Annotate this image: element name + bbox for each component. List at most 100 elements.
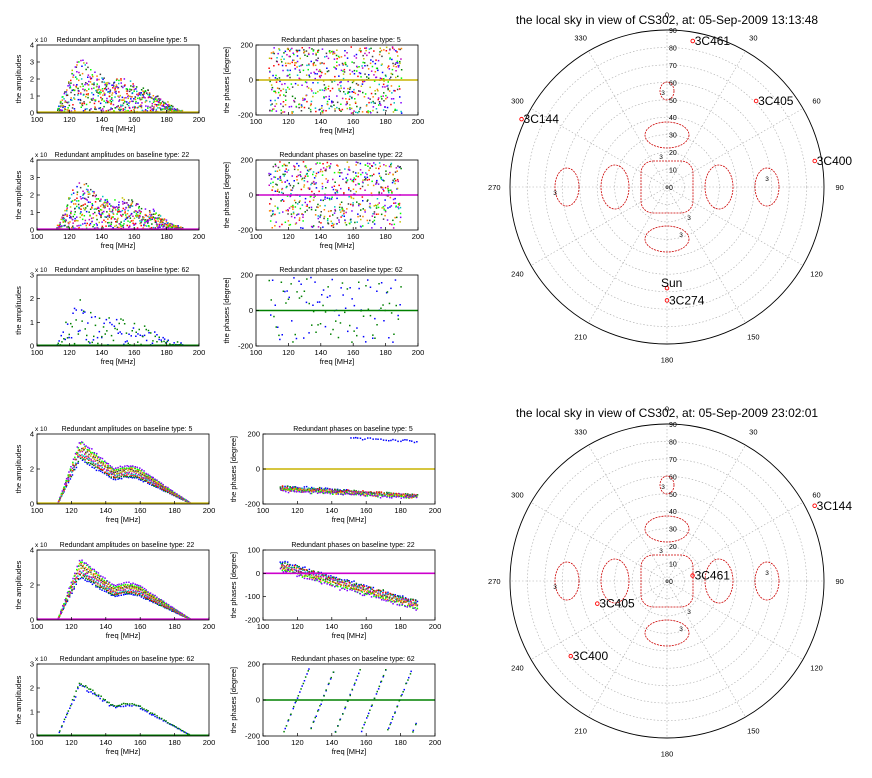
- data-point: [291, 95, 294, 98]
- data-point: [352, 188, 355, 190]
- data-point: [315, 331, 317, 333]
- data-point: [144, 222, 146, 224]
- data-point: [60, 334, 62, 337]
- data-point: [268, 174, 271, 177]
- data-point: [103, 88, 106, 90]
- data-point: [380, 227, 382, 229]
- data-point: [359, 169, 362, 171]
- data-point: [381, 71, 384, 74]
- data-point: [99, 91, 101, 93]
- data-point: [177, 610, 180, 613]
- data-point: [161, 108, 163, 111]
- data-point: [156, 99, 158, 101]
- data-point: [272, 74, 274, 77]
- data-point: [324, 204, 326, 207]
- data-point: [118, 476, 120, 479]
- data-point: [294, 64, 296, 66]
- data-point: [159, 218, 161, 220]
- data-point: [98, 575, 101, 578]
- data-point: [382, 304, 384, 306]
- data-point: [268, 210, 271, 212]
- data-point: [74, 220, 76, 222]
- data-point: [81, 83, 83, 85]
- data-point: [317, 226, 320, 228]
- data-point: [98, 317, 101, 319]
- data-point: [69, 587, 72, 589]
- data-point: [139, 585, 142, 587]
- data-point: [117, 87, 119, 90]
- data-point: [62, 217, 64, 220]
- y-axis-label: the amplitudes: [14, 170, 23, 219]
- data-point: [287, 209, 289, 211]
- data-point: [168, 488, 170, 490]
- data-point: [137, 215, 140, 218]
- data-point: [156, 603, 159, 605]
- data-point: [75, 572, 78, 575]
- data-point: [67, 593, 70, 596]
- data-point: [112, 103, 115, 106]
- data-point: [148, 217, 151, 220]
- data-point: [385, 98, 387, 100]
- data-point: [416, 441, 418, 443]
- data-point: [118, 210, 121, 212]
- data-point: [139, 472, 142, 474]
- data-point: [336, 189, 339, 192]
- data-point: [303, 180, 306, 182]
- y-tick-label: 0: [30, 342, 34, 351]
- data-point: [113, 584, 115, 586]
- data-point: [69, 475, 72, 477]
- data-point: [75, 76, 77, 78]
- data-point: [153, 597, 156, 599]
- data-point: [277, 326, 279, 328]
- data-point: [160, 600, 162, 602]
- data-point: [303, 486, 306, 488]
- data-point: [89, 101, 91, 104]
- data-point: [349, 86, 352, 89]
- data-point: [308, 76, 311, 78]
- data-point: [153, 106, 155, 108]
- data-point: [373, 223, 376, 225]
- data-point: [384, 74, 387, 77]
- data-point: [103, 583, 106, 585]
- data-point: [281, 61, 283, 63]
- data-point: [295, 491, 298, 493]
- data-point: [318, 488, 321, 490]
- data-point: [274, 213, 276, 216]
- data-point: [351, 298, 353, 300]
- data-point: [132, 222, 134, 225]
- data-point: [332, 224, 335, 226]
- data-point: [134, 594, 136, 596]
- chart-title: Redundant phases on baseline type: 62: [279, 267, 402, 274]
- data-point: [143, 595, 146, 598]
- data-point: [108, 208, 111, 210]
- data-point: [57, 107, 60, 110]
- data-point: [148, 225, 150, 227]
- data-point: [381, 494, 383, 496]
- data-point: [78, 456, 80, 458]
- data-point: [301, 84, 303, 86]
- data-point: [286, 486, 288, 489]
- data-point: [82, 564, 84, 567]
- data-point: [325, 86, 327, 89]
- data-point: [322, 289, 325, 291]
- data-point: [116, 586, 118, 588]
- data-point: [355, 493, 357, 495]
- data-point: [108, 467, 110, 469]
- data-point: [97, 465, 99, 467]
- data-point: [150, 97, 153, 99]
- data-point: [317, 215, 319, 217]
- data-point: [120, 215, 123, 217]
- data-point: [71, 467, 74, 470]
- data-point: [63, 217, 66, 220]
- data-point: [85, 68, 87, 71]
- data-point: [99, 205, 102, 207]
- data-point: [330, 220, 332, 223]
- data-point: [346, 208, 348, 210]
- data-point: [375, 183, 377, 185]
- data-point: [65, 483, 67, 485]
- data-point: [395, 66, 397, 68]
- data-point: [84, 203, 86, 205]
- data-point: [377, 496, 379, 498]
- data-point: [351, 341, 353, 343]
- data-point: [383, 320, 385, 322]
